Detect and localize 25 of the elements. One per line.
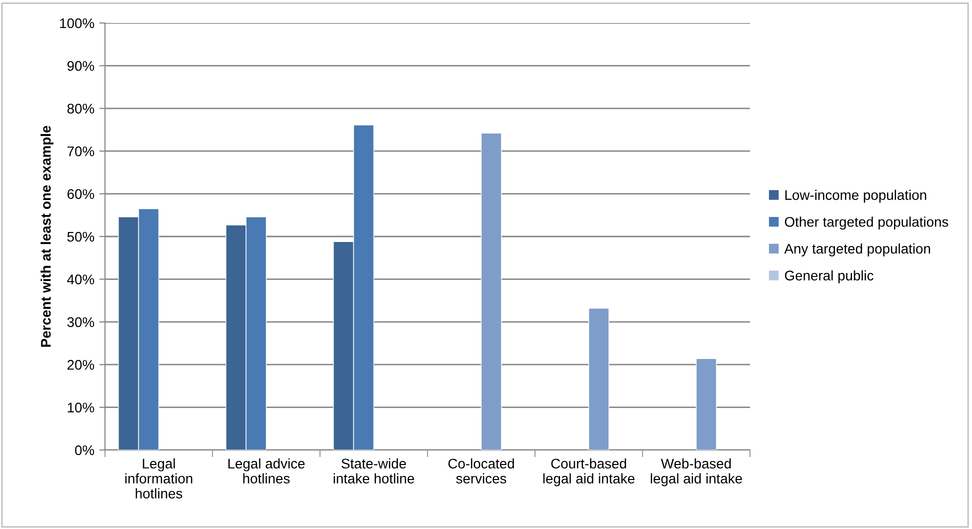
y-tick-label: 50% (67, 232, 94, 242)
x-tick-label: Legal advice hotlines (228, 458, 305, 484)
y-tick-label: 90% (67, 61, 94, 71)
bar (696, 358, 717, 450)
y-tick-label: 40% (67, 274, 94, 284)
x-tick-label: Web-based legal aid intake (650, 458, 742, 486)
x-tick-label: Legal information hotlines (125, 458, 192, 498)
y-tick-label: 70% (68, 146, 94, 156)
y-tick-label: 30% (67, 317, 94, 328)
y-tick-label: 80% (67, 104, 94, 114)
bar (588, 308, 610, 450)
legend-label: Any targeted population (784, 243, 930, 256)
y-axis-title: Percent with at least one example (40, 126, 54, 347)
legend-label: General public (784, 270, 874, 284)
y-tick-label: 60% (67, 189, 94, 199)
y-tick-label: 0% (75, 445, 94, 456)
x-tick-label: Court-based legal aid intake (543, 458, 634, 486)
x-tick-label: Co-located services (448, 458, 514, 484)
legend-label: Other targeted populations (784, 216, 948, 230)
y-tick-label: 20% (67, 360, 94, 370)
y-tick-label: 100% (60, 18, 94, 28)
bar (480, 132, 502, 450)
legend-label: Low-income population (785, 190, 926, 203)
y-tick-label: 10% (68, 402, 94, 412)
x-tick-label: State-wide intake hotline (334, 458, 414, 484)
